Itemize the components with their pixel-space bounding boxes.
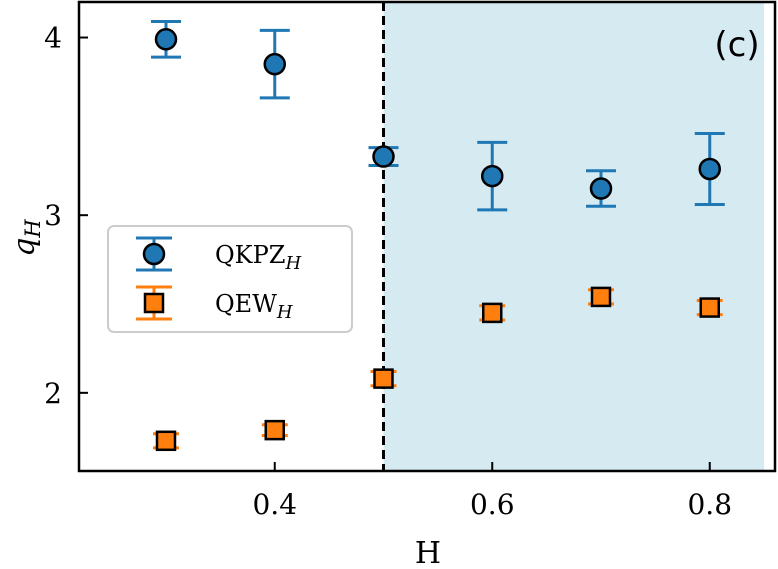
y-axis-ticks: 2 3 4 xyxy=(44,22,88,410)
y-axis-label-main: q xyxy=(7,238,42,257)
data-point-marker xyxy=(264,419,285,441)
data-point xyxy=(259,28,290,100)
data-point-marker xyxy=(589,177,613,200)
panel-label: (c) xyxy=(714,25,759,65)
y-tick-label: 2 xyxy=(44,377,62,410)
shaded-region-layer xyxy=(383,2,765,471)
data-point xyxy=(586,169,616,208)
data-point-marker xyxy=(590,286,612,308)
y-axis-label-sub: H xyxy=(21,219,45,239)
plot-frame xyxy=(77,0,777,473)
series-square xyxy=(153,286,723,452)
data-point xyxy=(477,140,508,212)
legend-entry: QKPZH xyxy=(136,236,301,274)
legend-label-main: QEW xyxy=(215,290,277,318)
series-layer xyxy=(151,20,725,452)
data-point xyxy=(368,145,399,168)
data-point xyxy=(479,302,506,324)
x-axis-label: H xyxy=(415,536,441,569)
data-point xyxy=(151,20,181,59)
x-axis-ticks: 0.4 0.6 0.8 xyxy=(252,462,732,521)
data-point xyxy=(588,286,614,308)
legend-label-sub: H xyxy=(276,302,293,323)
legend-label: QEWH xyxy=(215,290,293,323)
y-tick-label: 3 xyxy=(44,199,62,232)
data-point-marker xyxy=(373,368,394,389)
shaded-region xyxy=(383,2,765,471)
data-point-marker xyxy=(482,302,503,324)
data-point xyxy=(370,368,397,389)
series-circle xyxy=(151,20,725,212)
data-point-marker xyxy=(143,292,165,314)
data-point-marker xyxy=(154,28,178,51)
legend-label-main: QKPZ xyxy=(215,241,285,269)
data-point xyxy=(261,419,288,441)
legend-label: QKPZH xyxy=(215,241,301,274)
data-point-marker xyxy=(698,157,721,181)
data-point xyxy=(694,131,725,207)
x-tick-label: 0.8 xyxy=(687,488,732,521)
x-tick-label: 0.4 xyxy=(252,488,297,521)
y-axis-label: qH xyxy=(7,219,45,257)
data-point xyxy=(153,430,179,452)
legend-frame xyxy=(107,225,353,333)
data-point-marker xyxy=(142,242,166,266)
legend-label-sub: H xyxy=(284,253,301,274)
data-point xyxy=(696,297,723,318)
legend-entry: QEWH xyxy=(136,285,293,323)
data-point-marker xyxy=(699,297,720,318)
data-point-marker xyxy=(263,52,286,76)
data-point-marker xyxy=(155,430,177,452)
y-tick-label: 4 xyxy=(44,22,62,55)
data-point-marker xyxy=(372,145,395,168)
data-point-marker xyxy=(481,164,504,188)
x-tick-label: 0.6 xyxy=(470,488,515,521)
